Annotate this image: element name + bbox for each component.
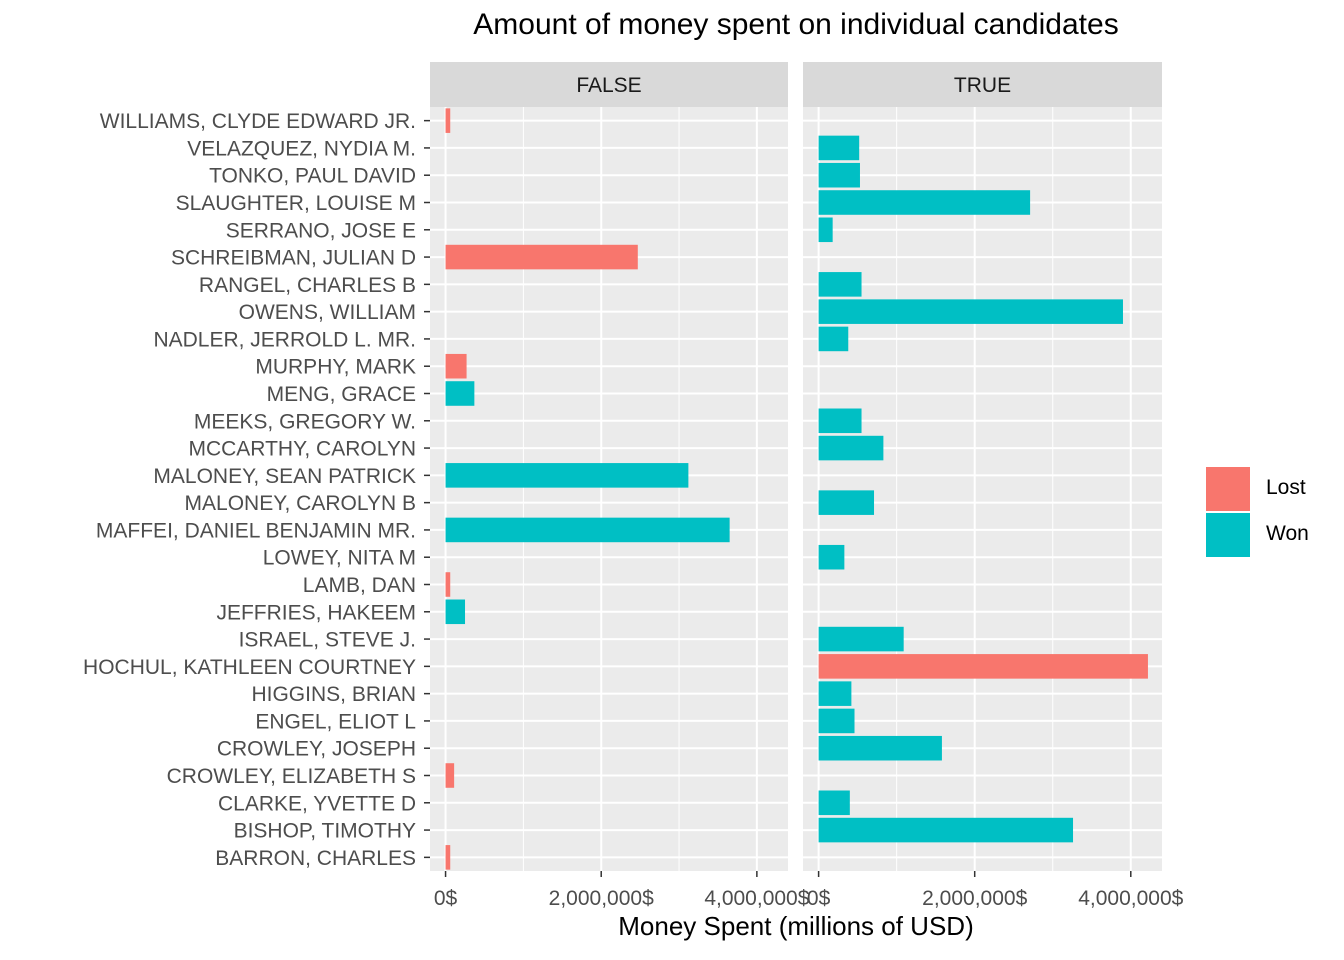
y-tick-label-rangel-charles-b: RANGEL, CHARLES B	[199, 274, 416, 297]
bar-true-mccarthy-carolyn	[818, 435, 884, 461]
bar-true-lowey-nita-m	[818, 544, 845, 570]
y-tick-label-maffei-daniel-benjamin-mr: MAFFEI, DANIEL BENJAMIN MR.	[96, 519, 416, 542]
y-tick-label-crowley-joseph: CROWLEY, JOSEPH	[217, 738, 416, 761]
x-axis-title: Money Spent (millions of USD)	[618, 911, 974, 941]
x-tick-label: 0$	[807, 887, 831, 910]
facet-label-true: TRUE	[954, 74, 1011, 97]
bar-true-slaughter-louise-m	[818, 190, 1031, 215]
facet-strip-true	[803, 62, 1162, 107]
bar-true-rangel-charles-b	[818, 272, 862, 297]
y-tick-label-clarke-yvette-d: CLARKE, YVETTE D	[218, 792, 416, 815]
y-tick-label-engel-eliot-l: ENGEL, ELIOT L	[255, 710, 416, 733]
chart-title: Amount of money spent on individual cand…	[473, 8, 1119, 41]
bar-true-higgins-brian	[818, 681, 852, 706]
bar-true-crowley-joseph	[818, 735, 942, 761]
y-tick-label-velazquez-nydia-m: VELAZQUEZ, NYDIA M.	[187, 137, 416, 160]
bar-true-engel-eliot-l	[818, 708, 855, 734]
y-tick-label-maloney-carolyn-b: MALONEY, CAROLYN B	[185, 492, 416, 515]
bar-true-serrano-jose-e	[818, 217, 833, 243]
bar-false-meng-grace	[445, 381, 475, 406]
y-tick-label-lamb-dan: LAMB, DAN	[303, 574, 416, 597]
panel-background-false	[430, 107, 788, 871]
bar-true-tonko-paul-david	[818, 162, 860, 188]
bar-true-nadler-jerrold-l-mr	[818, 326, 849, 352]
y-tick-label-bishop-timothy: BISHOP, TIMOTHY	[234, 820, 416, 843]
y-tick-label-tonko-paul-david: TONKO, PAUL DAVID	[209, 165, 416, 188]
bar-true-israel-steve-j	[818, 626, 904, 652]
bar-false-williams-clyde-edward-jr	[445, 108, 451, 133]
y-tick-label-israel-steve-j: ISRAEL, STEVE J.	[239, 629, 416, 652]
bar-true-maloney-carolyn-b	[818, 490, 875, 515]
y-tick-label-jeffries-hakeem: JEFFRIES, HAKEEM	[216, 601, 416, 624]
bar-false-maloney-sean-patrick	[445, 463, 689, 488]
bar-false-lamb-dan	[445, 572, 451, 597]
y-tick-label-higgins-brian: HIGGINS, BRIAN	[251, 683, 416, 706]
bar-true-velazquez-nydia-m	[818, 135, 860, 161]
y-tick-label-lowey-nita-m: LOWEY, NITA M	[263, 547, 416, 570]
y-tick-label-meng-grace: MENG, GRACE	[267, 383, 416, 406]
bar-false-crowley-elizabeth-s	[445, 763, 455, 788]
facet-strip-false	[430, 62, 788, 107]
y-tick-label-owens-william: OWENS, WILLIAM	[239, 301, 416, 324]
x-tick-label: 2,000,000$	[549, 887, 654, 910]
facet-label-false: FALSE	[576, 74, 641, 97]
y-tick-label-crowley-elizabeth-s: CROWLEY, ELIZABETH S	[167, 765, 416, 788]
bar-false-maffei-daniel-benjamin-mr	[445, 517, 730, 543]
y-tick-label-schreibman-julian-d: SCHREIBMAN, JULIAN D	[171, 247, 416, 270]
bar-false-barron-charles	[445, 845, 451, 870]
x-tick-label: 4,000,000$	[1078, 887, 1183, 910]
y-tick-label-nadler-jerrold-l-mr: NADLER, JERROLD L. MR.	[153, 328, 416, 351]
y-tick-label-murphy-mark: MURPHY, MARK	[255, 356, 416, 379]
legend-label-won: Won	[1266, 522, 1309, 545]
legend-label-lost: Lost	[1266, 476, 1306, 499]
bar-false-murphy-mark	[445, 353, 467, 379]
y-tick-label-hochul-kathleen-courtney: HOCHUL, KATHLEEN COURTNEY	[83, 656, 416, 679]
bar-false-schreibman-julian-d	[445, 244, 638, 270]
bar-true-bishop-timothy	[818, 817, 1074, 843]
legend-swatch-lost	[1206, 467, 1250, 511]
bar-true-hochul-kathleen-courtney	[818, 654, 1148, 679]
y-tick-label-williams-clyde-edward-jr: WILLIAMS, CLYDE EDWARD JR.	[100, 110, 416, 133]
y-tick-label-slaughter-louise-m: SLAUGHTER, LOUISE M	[176, 192, 416, 215]
x-tick-label: 4,000,000$	[704, 887, 809, 910]
x-tick-label: 2,000,000$	[922, 887, 1027, 910]
bar-true-meeks-gregory-w	[818, 408, 862, 434]
y-tick-label-maloney-sean-patrick: MALONEY, SEAN PATRICK	[153, 465, 416, 488]
bar-true-owens-william	[818, 299, 1123, 324]
y-tick-label-serrano-jose-e: SERRANO, JOSE E	[226, 219, 416, 242]
legend-swatch-won	[1206, 513, 1250, 557]
bar-true-clarke-yvette-d	[818, 790, 850, 816]
y-tick-label-barron-charles: BARRON, CHARLES	[215, 847, 416, 870]
y-tick-label-mccarthy-carolyn: MCCARTHY, CAROLYN	[188, 438, 416, 461]
y-tick-label-meeks-gregory-w: MEEKS, GREGORY W.	[194, 410, 416, 433]
x-tick-label: 0$	[434, 887, 458, 910]
bar-false-jeffries-hakeem	[445, 599, 466, 625]
